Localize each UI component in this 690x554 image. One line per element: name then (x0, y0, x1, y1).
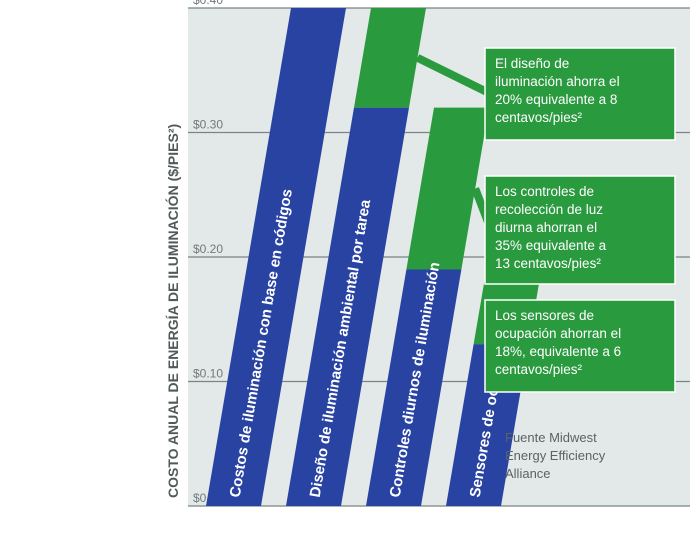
callout-text: Los controles de (495, 184, 594, 199)
callout-text: 13 centavos/pies² (495, 256, 601, 271)
callout-text: ocupación ahorran el (495, 326, 621, 341)
callout-text: diurna ahorran el (495, 220, 597, 235)
chart-svg: $0.00$0.10$0.20$0.30$0.40COSTO ANUAL DE … (0, 0, 690, 554)
callout-text: centavos/pies² (495, 110, 583, 125)
callout-text: 35% equivalente a (495, 238, 607, 253)
source-line: Energy Efficiency (505, 448, 606, 463)
source-line: Alliance (505, 466, 551, 481)
yaxis-label: COSTO ANUAL DE ENERGÍA DE ILUMINACIÓN ($… (164, 124, 181, 498)
callout-text: Los sensores de (495, 308, 594, 323)
ytick-label: $0.10 (193, 367, 223, 381)
callout-text: recolección de luz (495, 202, 603, 217)
ytick-label: $0.30 (193, 118, 223, 132)
callout-text: 20% equivalente a 8 (495, 92, 617, 107)
source-line: Fuente Midwest (505, 430, 597, 445)
callout-text: El diseño de (495, 56, 569, 71)
ytick-label: $0.40 (193, 0, 223, 7)
callout-text: iluminación ahorra el (495, 74, 620, 89)
ytick-label: $0.20 (193, 242, 223, 256)
callout-text: centavos/pies² (495, 362, 583, 377)
callout-text: 18%, equivalente a 6 (495, 344, 621, 359)
